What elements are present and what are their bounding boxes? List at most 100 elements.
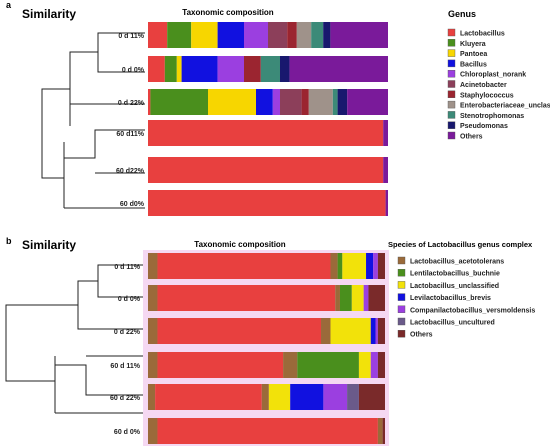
bar-segment-b-4-2	[261, 384, 269, 410]
bar-segment-a-3-0	[148, 120, 384, 146]
legend-panel-b: Lactobacillus_acetotolerans Lentilactobac…	[397, 256, 535, 339]
legend-swatch-0-4	[447, 69, 456, 78]
dendrogram-b	[5, 264, 143, 414]
legend-label-1-4: Companilactobacillus_versmoldensis	[410, 307, 535, 314]
bar-segment-a-3-10	[383, 120, 388, 146]
panel-b-composition-title: Taxonomic composition	[194, 240, 286, 249]
legend-swatch-1-2	[397, 281, 406, 289]
bar-segment-a-2-7	[308, 89, 333, 115]
bar-segment-b-1-1	[157, 285, 336, 311]
bar-segment-a-0-4	[244, 22, 268, 48]
legend-swatch-0-2	[447, 49, 456, 57]
legend-panel-a: Lactobacillus Kluyera Pantoea Bacillus Chlor…	[447, 28, 550, 141]
bar-segment-a-0-10	[330, 22, 388, 48]
panel-a-letter: a	[6, 0, 12, 10]
legend-label-0-8: Stenotrophomonas	[460, 113, 524, 120]
bar-segment-a-5-10	[385, 190, 388, 216]
panel-b-letter: b	[6, 236, 12, 246]
bar-segment-b-0-2	[330, 253, 338, 279]
legend-swatch-0-6	[447, 90, 456, 99]
bar-segment-a-1-9	[280, 56, 290, 82]
bar-segment-b-2-6	[375, 318, 378, 344]
legend-label-0-0: Lactobacillus	[460, 31, 505, 38]
bar-segment-b-2-2	[321, 318, 331, 344]
panel-b-plot-background	[143, 250, 389, 446]
bar-segment-b-0-1	[157, 253, 331, 279]
bar-segment-b-5-8	[382, 418, 385, 444]
bar-segment-a-1-0	[148, 56, 165, 82]
legend-label-0-9: Pseudomonas	[460, 123, 508, 130]
bar-segment-b-3-8	[377, 352, 385, 378]
bar-segment-b-1-4	[351, 285, 364, 311]
legend-label-0-1: Kluyera	[460, 41, 486, 48]
bar-segment-b-0-8	[377, 253, 385, 279]
legend-swatch-0-9	[447, 121, 456, 129]
bar-segment-a-1-6	[244, 56, 261, 82]
bar-segment-b-2-0	[148, 318, 158, 344]
bar-segment-a-0-6	[287, 22, 297, 48]
legend-swatch-0-1	[447, 39, 456, 47]
legend-label-1-2: Lactobacillus_unclassified	[410, 283, 499, 290]
bar-segment-b-2-8	[377, 318, 385, 344]
bar-segment-a-4-0	[148, 157, 384, 183]
legend-label-0-7: Enterobacteriaceae_unclassified	[460, 103, 550, 110]
legend-swatch-1-4	[397, 305, 406, 313]
bar-segment-b-3-1	[157, 352, 284, 378]
bar-segment-a-1-3	[181, 56, 218, 82]
panel-b-legend-title: Species of Lactobacillus genus complex	[388, 240, 533, 249]
bar-segment-b-5-2	[377, 418, 383, 444]
bar-segment-a-1-2	[176, 56, 182, 82]
bar-segment-a-0-7	[296, 22, 312, 48]
bar-segment-b-2-4	[330, 318, 371, 344]
bar-segment-a-1-8	[260, 56, 280, 82]
bar-segment-b-2-1	[157, 318, 322, 344]
row-label-a-1: 0 d 0%	[122, 67, 145, 74]
bar-segment-a-1-4	[217, 56, 244, 82]
legend-swatch-0-0	[447, 28, 456, 37]
bar-segment-b-0-0	[148, 253, 158, 279]
bar-segment-a-2-10	[347, 89, 388, 115]
bar-segment-b-1-0	[148, 285, 158, 311]
bar-segment-b-1-2	[335, 285, 340, 311]
bar-segment-b-3-3	[297, 352, 359, 378]
bar-segment-b-1-8	[368, 285, 385, 311]
row-label-b-4: 60 d 22%	[110, 395, 141, 402]
legend-label-0-5: Acinetobacter	[460, 82, 507, 89]
bar-segment-a-1-10	[289, 56, 388, 82]
legend-swatch-1-6	[397, 330, 406, 338]
legend-label-0-10: Others	[460, 134, 483, 141]
legend-label-0-6: Staphylococcus	[460, 92, 514, 99]
row-label-a-3: 60 d11%	[116, 131, 144, 138]
row-label-b-1: 0 d 0%	[118, 296, 141, 303]
row-label-b-3: 60 d 11%	[110, 363, 140, 370]
bar-segment-a-0-0	[148, 22, 168, 48]
legend-swatch-1-0	[397, 256, 406, 265]
bar-segment-a-5-0	[148, 190, 386, 216]
legend-label-1-1: Lentilactobacillus_buchnie	[410, 271, 500, 278]
bar-segment-b-1-6	[363, 285, 369, 311]
bar-segment-b-4-7	[347, 384, 359, 410]
bar-segment-b-4-1	[155, 384, 262, 410]
legend-swatch-0-5	[447, 80, 456, 88]
bar-segment-b-0-4	[342, 253, 367, 279]
legend-swatch-1-1	[397, 269, 406, 277]
bar-segment-a-2-3	[256, 89, 273, 115]
panel-b-similarity-title: Similarity	[22, 238, 76, 252]
bar-segment-b-1-3	[339, 285, 352, 311]
row-label-b-0: 0 d 11%	[114, 264, 140, 271]
bar-segment-a-0-8	[311, 22, 324, 48]
legend-swatch-0-8	[447, 111, 456, 119]
legend-label-0-3: Bacillus	[460, 61, 487, 68]
bar-segment-a-2-5	[280, 89, 302, 115]
bar-segment-b-3-6	[370, 352, 378, 378]
bar-segment-a-2-2	[208, 89, 256, 115]
dendrogram-b-branches	[5, 264, 143, 414]
legend-label-1-0: Lactobacillus_acetotolerans	[410, 259, 504, 266]
legend-label-0-2: Pantoea	[460, 51, 487, 58]
bar-segment-b-4-6	[323, 384, 348, 410]
bar-segment-a-0-9	[323, 22, 331, 48]
bar-segment-b-0-3	[337, 253, 343, 279]
legend-label-0-4: Chloroplast_norank	[460, 72, 526, 79]
bar-segment-b-5-0	[148, 418, 158, 444]
bar-segment-a-2-6	[301, 89, 309, 115]
